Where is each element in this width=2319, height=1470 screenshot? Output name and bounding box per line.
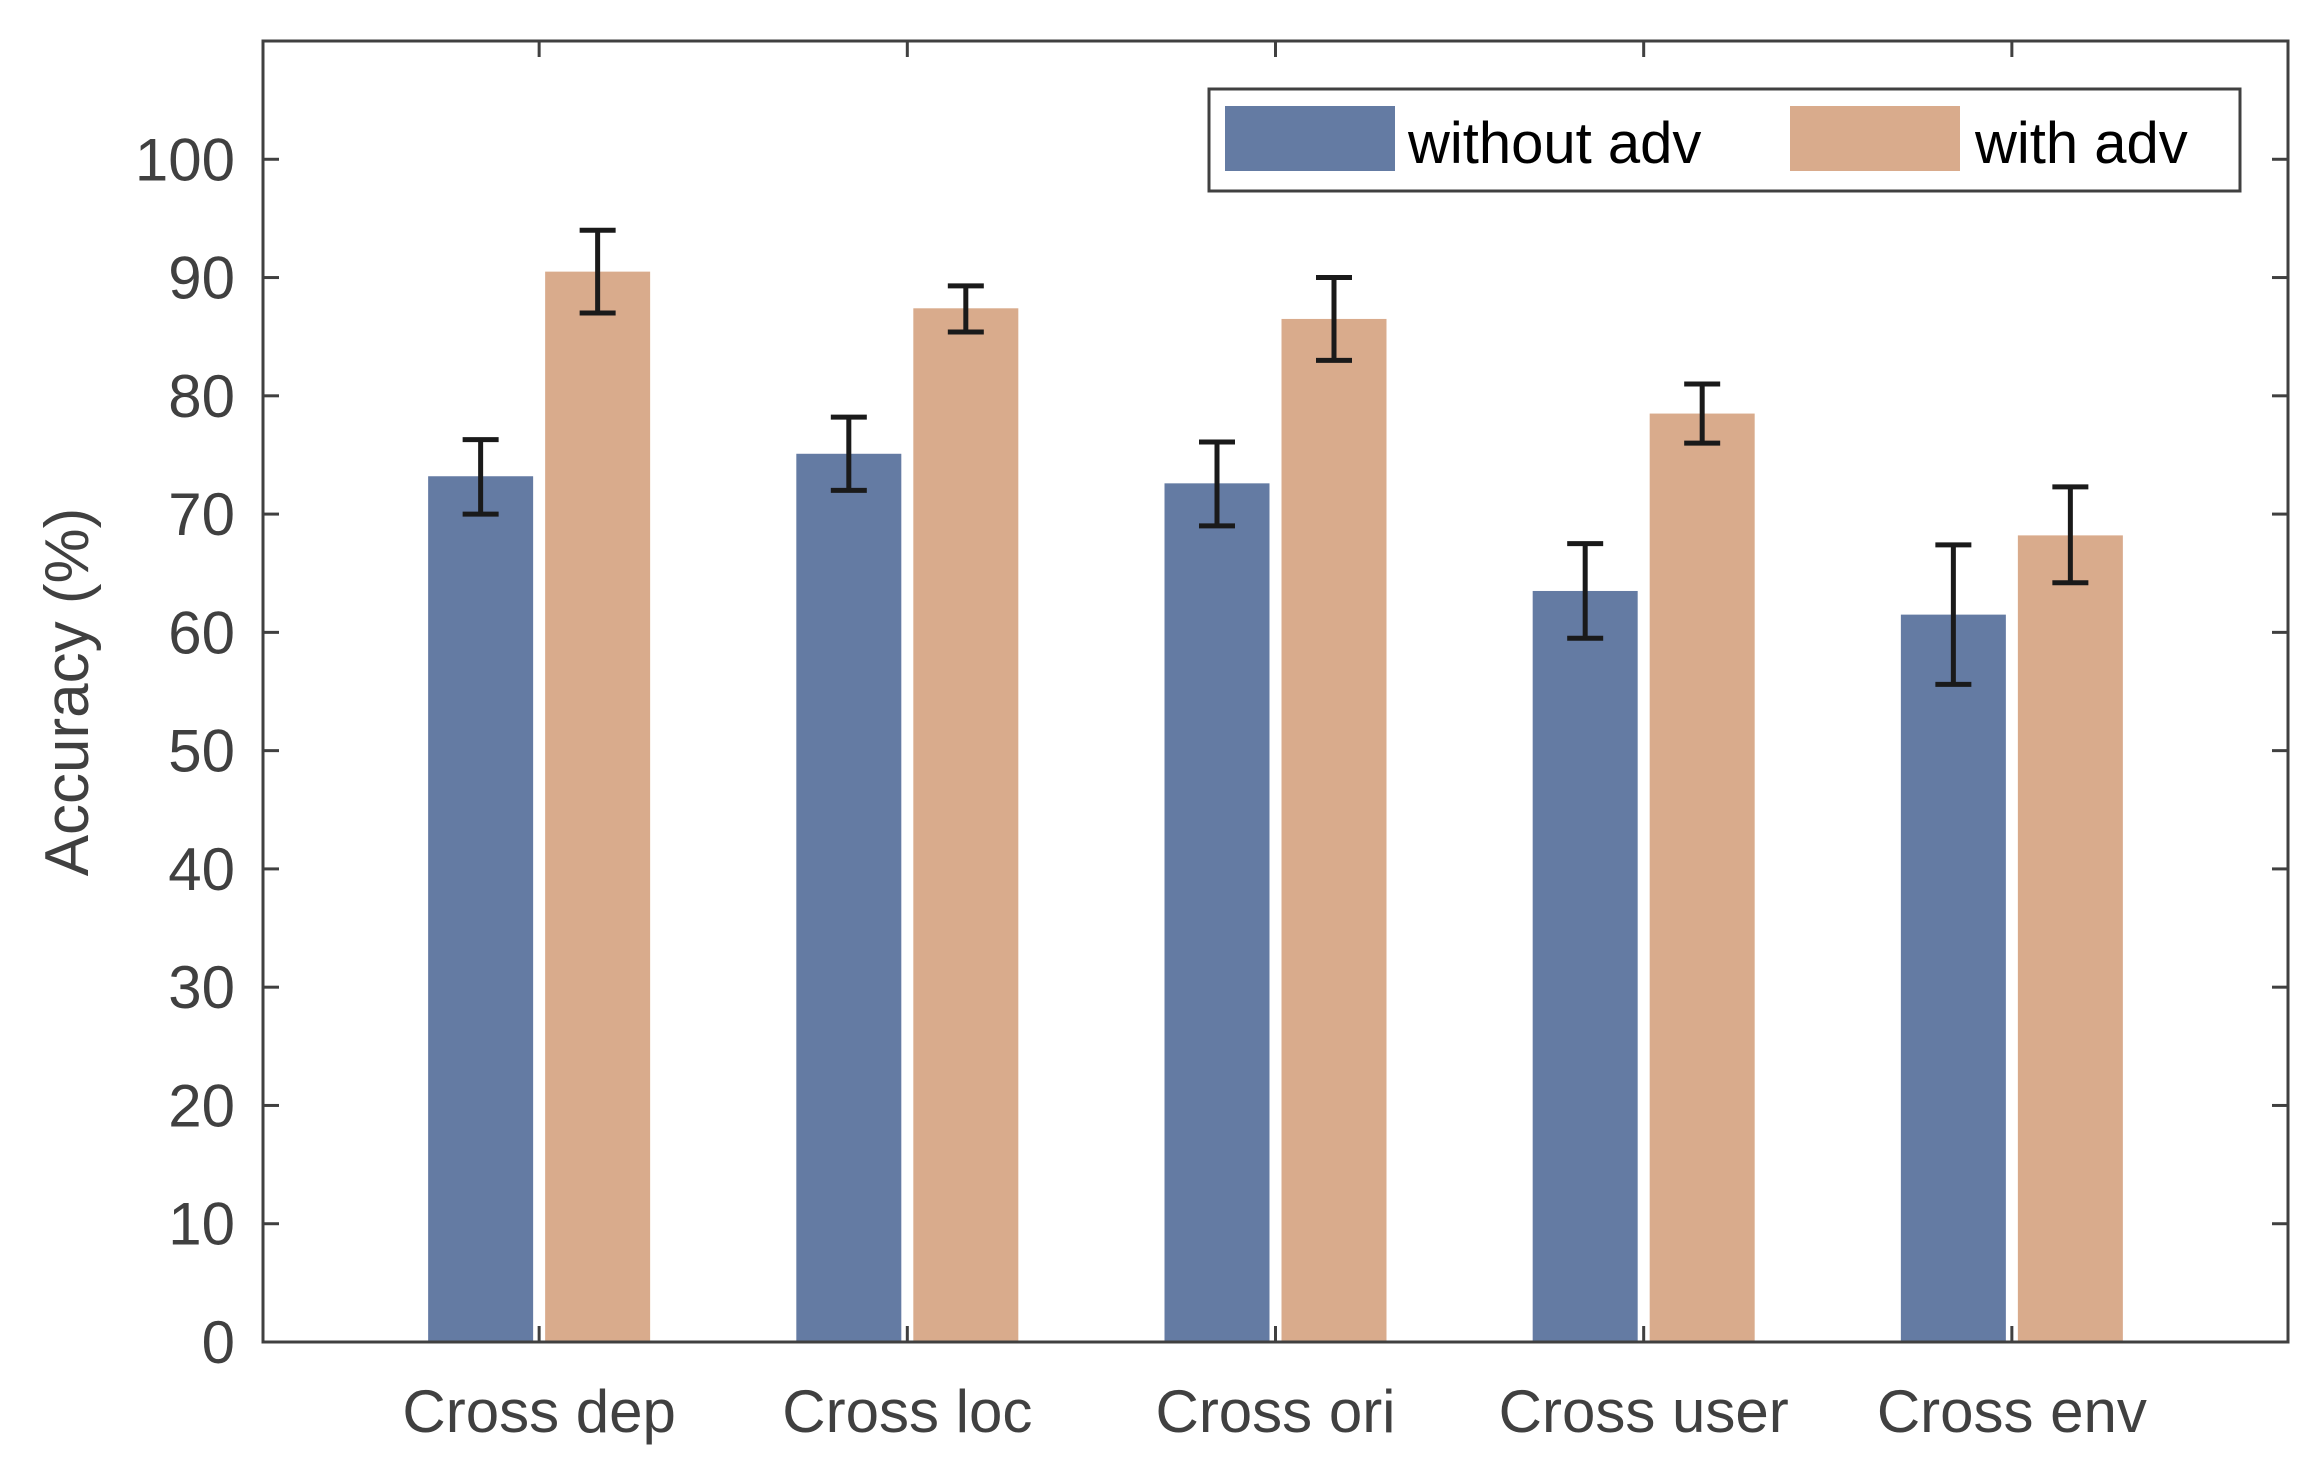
x-tick-label-cross-dep: Cross dep <box>402 1378 675 1445</box>
legend-swatch-without-adv <box>1225 106 1395 171</box>
y-tick-label-10: 10 <box>168 1191 235 1258</box>
bar-without-adv-cross-ori <box>1164 483 1270 1343</box>
bar-with-adv-cross-env <box>2017 535 2123 1342</box>
error-bar-without-adv-cross-user <box>1567 541 1604 641</box>
y-tick-label-0: 0 <box>202 1309 235 1376</box>
bar-with-adv-cross-loc <box>913 308 1019 1342</box>
y-tick-label-50: 50 <box>168 718 235 785</box>
error-bar-with-adv-cross-ori <box>1316 275 1352 363</box>
x-tick-label-cross-env: Cross env <box>1877 1378 2147 1445</box>
legend-label-with-adv: with adv <box>1974 111 2188 176</box>
bar-without-adv-cross-loc <box>796 453 902 1342</box>
bar-with-adv-cross-ori <box>1281 318 1387 1342</box>
y-axis-label: Accuracy (%) <box>33 508 102 877</box>
x-tick-label-cross-loc: Cross loc <box>782 1378 1032 1445</box>
error-bar-without-adv-cross-env <box>1935 542 1972 687</box>
error-bar-with-adv-cross-user <box>1684 381 1721 446</box>
legend-swatch-with-adv <box>1790 106 1960 171</box>
bar-with-adv-cross-dep <box>545 271 651 1342</box>
ticks-layer: Cross dep Cross loc Cross ori Cross user Cro… <box>135 41 2288 1445</box>
bar-with-adv-cross-user <box>1649 413 1755 1342</box>
y-tick-label-90: 90 <box>168 245 235 312</box>
legend-label-without-adv: without adv <box>1407 111 1701 176</box>
error-bar-with-adv-cross-dep <box>579 227 616 316</box>
legend: without adv with adv <box>1207 87 2242 193</box>
bar-without-adv-cross-env <box>1900 614 2006 1342</box>
bars-layer <box>428 271 2123 1343</box>
error-bar-without-adv-cross-loc <box>830 414 867 493</box>
error-bar-without-adv-cross-ori <box>1199 439 1235 529</box>
bar-without-adv-cross-dep <box>428 476 534 1342</box>
error-bar-with-adv-cross-env <box>2052 484 2089 586</box>
errorbars-layer <box>462 227 2089 687</box>
error-bar-without-adv-cross-dep <box>462 437 499 517</box>
y-tick-label-40: 40 <box>168 836 235 903</box>
y-tick-label-20: 20 <box>168 1072 235 1139</box>
y-tick-label-70: 70 <box>168 481 235 548</box>
y-tick-label-30: 30 <box>168 954 235 1021</box>
y-tick-label-80: 80 <box>168 363 235 430</box>
bar-without-adv-cross-user <box>1532 590 1638 1342</box>
x-tick-label-cross-ori: Cross ori <box>1155 1378 1395 1445</box>
x-tick-label-cross-user: Cross user <box>1499 1378 1789 1445</box>
y-tick-label-100: 100 <box>135 126 235 193</box>
y-tick-label-60: 60 <box>168 599 235 666</box>
error-bar-with-adv-cross-loc <box>947 283 984 335</box>
plot-frame <box>261 39 2290 1344</box>
